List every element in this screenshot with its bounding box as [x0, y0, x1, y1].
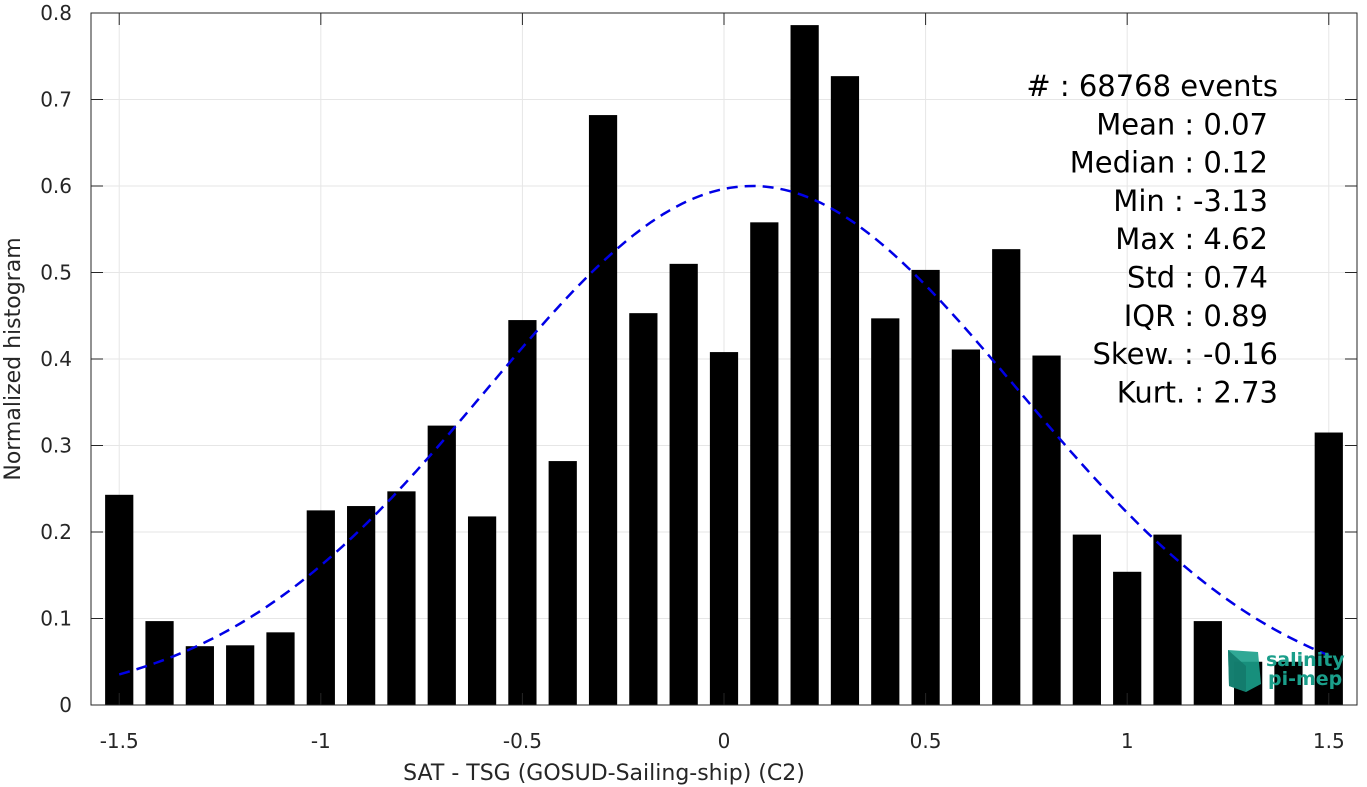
x-tick-label: -1.5 — [100, 729, 139, 753]
histogram-bars — [105, 25, 1343, 706]
histogram-bar — [709, 352, 739, 705]
stat-line: Kurt. : 2.73 — [1117, 375, 1278, 409]
x-tick-label: -0.5 — [503, 729, 542, 753]
x-tick-label: 0.5 — [910, 729, 942, 753]
logo-cube-facet — [1228, 650, 1246, 692]
y-tick-label: 0.5 — [40, 261, 72, 285]
histogram-bar — [992, 249, 1021, 705]
stat-line: # : 68768 events — [1026, 69, 1278, 103]
y-tick-label: 0.6 — [40, 174, 72, 198]
y-tick-label: 0 — [59, 693, 72, 717]
histogram-bar — [830, 76, 860, 705]
histogram-bar — [387, 491, 416, 705]
histogram-bar — [1193, 621, 1222, 705]
histogram-bar — [1314, 432, 1343, 705]
stat-line: Skew. : -0.16 — [1092, 337, 1278, 371]
y-axis-title: Normalized histogram — [1, 237, 26, 480]
histogram-bar — [1072, 534, 1101, 705]
histogram-bar — [1153, 534, 1182, 705]
y-tick-label: 0.8 — [40, 1, 72, 25]
stat-line: Max : 4.62 — [1115, 222, 1268, 256]
histogram-bar — [629, 313, 658, 705]
histogram-bar — [226, 645, 255, 705]
histogram-bar — [105, 494, 134, 705]
x-tick-label: 1 — [1121, 729, 1134, 753]
histogram-bar — [508, 320, 537, 705]
histogram-bar — [911, 269, 940, 705]
y-tick-label: 0.3 — [40, 434, 72, 458]
stat-line: Std : 0.74 — [1127, 261, 1268, 295]
axis-ticks — [91, 12, 1357, 706]
statistics-box: # : 68768 events Mean : 0.07 Median : 0.12… — [1026, 69, 1278, 409]
histogram-bar — [951, 349, 981, 705]
x-tick-label: 0 — [718, 729, 731, 753]
histogram-bar — [1032, 355, 1061, 705]
y-tick-labels: 0 0.1 0.2 0.3 0.4 0.5 0.6 0.7 0.8 — [40, 1, 72, 717]
salinity-pimep-logo: salinity pi-mep — [1228, 649, 1345, 692]
histogram-bar — [588, 115, 618, 705]
histogram-bar — [871, 318, 900, 705]
histogram-bar — [750, 222, 779, 705]
logo-text-salinity: salinity — [1266, 649, 1345, 671]
histogram-bar — [1113, 571, 1142, 705]
y-tick-label: 0.7 — [40, 88, 72, 112]
histogram-bar — [266, 632, 295, 705]
y-tick-label: 0.4 — [40, 347, 72, 371]
histogram-bar — [790, 25, 819, 706]
stat-line: IQR : 0.89 — [1124, 299, 1268, 333]
histogram-bar — [427, 425, 456, 705]
x-axis-title: SAT - TSG (GOSUD-Sailing-ship) (C2) — [403, 761, 805, 786]
stat-line: Mean : 0.07 — [1096, 107, 1268, 141]
histogram-bar — [548, 461, 577, 705]
histogram-bar — [669, 263, 698, 705]
logo-text-pimep: pi-mep — [1268, 668, 1342, 690]
stat-line: Min : -3.13 — [1113, 184, 1268, 218]
histogram-bar — [145, 621, 174, 705]
histogram-bar — [347, 506, 376, 705]
x-tick-label: 1.5 — [1313, 729, 1345, 753]
stat-line: Median : 0.12 — [1070, 146, 1268, 180]
y-tick-label: 0.1 — [40, 607, 72, 631]
histogram-bar — [467, 516, 497, 705]
x-tick-labels: -1.5 -1 -0.5 0 0.5 1 1.5 — [100, 729, 1345, 753]
histogram-bar — [306, 510, 335, 705]
histogram-bar — [185, 646, 214, 705]
x-tick-label: -1 — [311, 729, 331, 753]
histogram-bar — [1274, 661, 1303, 705]
y-tick-label: 0.2 — [40, 520, 72, 544]
